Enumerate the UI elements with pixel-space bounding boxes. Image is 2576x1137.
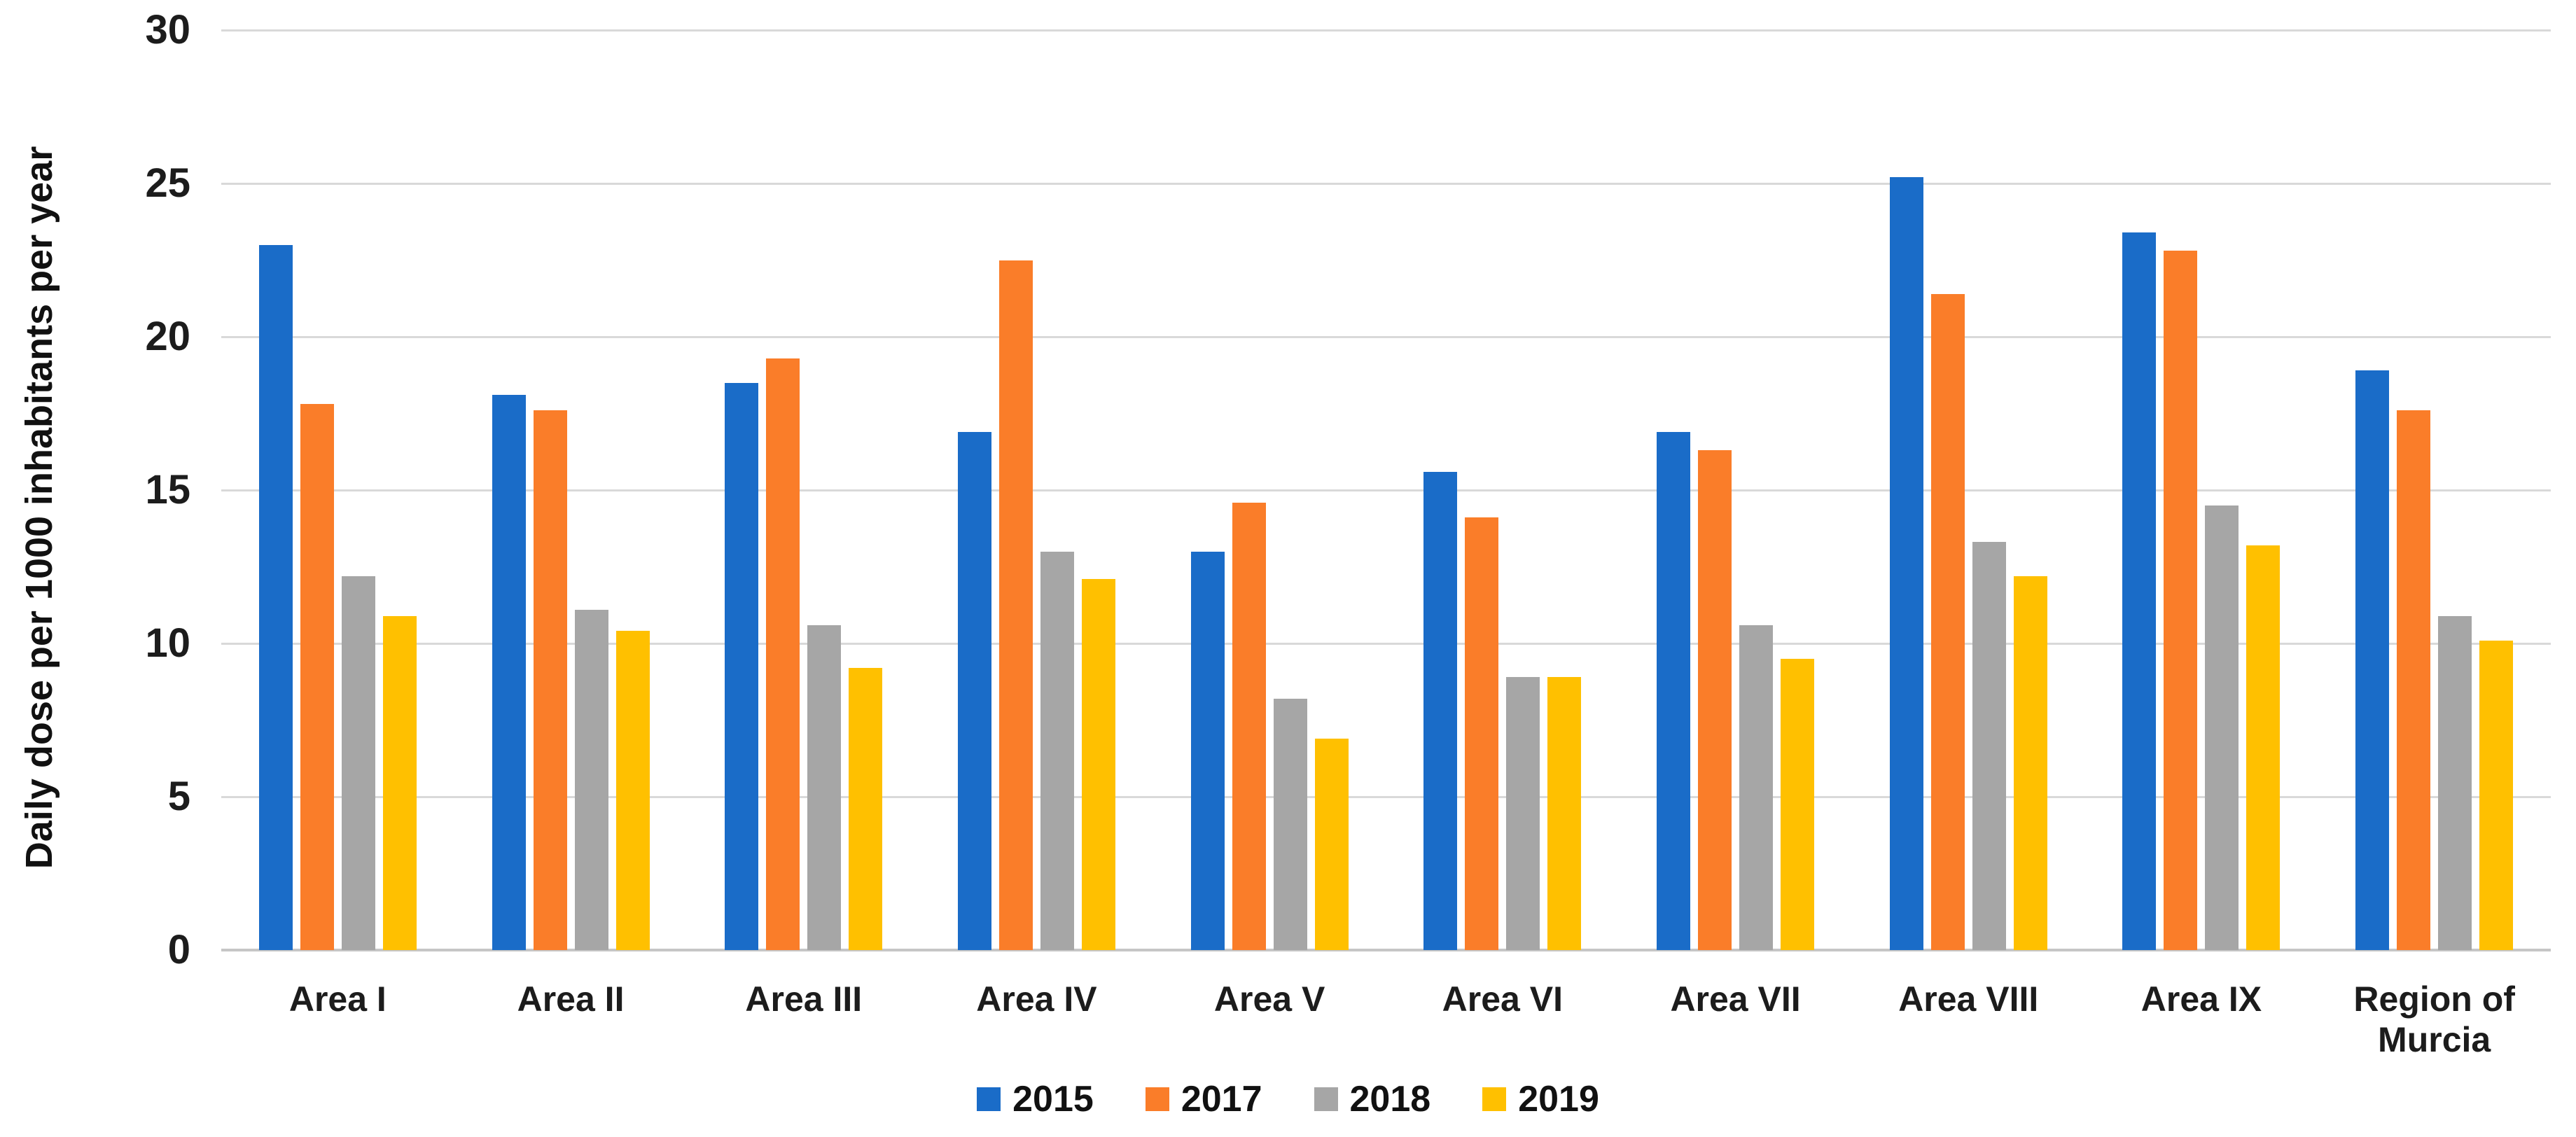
x-category-label: Area VIII: [1898, 979, 2039, 1019]
y-tick-label: 10: [145, 620, 190, 666]
y-tick-label: 15: [145, 467, 190, 512]
y-tick-label: 25: [145, 160, 190, 206]
bar-2019: [615, 631, 650, 950]
gridline: [221, 335, 2551, 338]
y-tick-label: 30: [145, 7, 190, 53]
legend-swatch-icon: [1145, 1087, 1169, 1111]
bar-2017: [533, 410, 567, 950]
bar-2017: [2397, 410, 2431, 950]
x-category-label: Area II: [517, 979, 625, 1019]
x-category-label: Area V: [1213, 979, 1325, 1019]
bar-group: [1190, 502, 1349, 950]
bar-2018: [1040, 551, 1074, 950]
y-tick-label: 20: [145, 314, 190, 359]
x-category-label: Area I: [288, 979, 387, 1019]
bar-group: [492, 395, 650, 950]
bar-group: [2355, 370, 2514, 950]
bar-2019: [1314, 738, 1349, 950]
bar-group: [258, 244, 417, 950]
bar-2017: [300, 404, 334, 950]
bar-2015: [1889, 177, 1923, 950]
bar-group: [2122, 232, 2281, 950]
x-category-label: Area III: [745, 979, 863, 1019]
legend-swatch-icon: [1482, 1087, 1507, 1111]
bar-2017: [1232, 502, 1266, 950]
bar-2017: [998, 260, 1033, 950]
bar-2018: [1972, 542, 2006, 950]
bar-group: [1423, 471, 1582, 950]
bar-2018: [1506, 677, 1540, 950]
bar-2018: [574, 609, 608, 950]
legend-label: 2017: [1181, 1079, 1262, 1119]
gridline: [221, 489, 2551, 491]
legend-swatch-icon: [977, 1087, 1001, 1111]
legend-label: 2018: [1349, 1079, 1431, 1119]
bar-2017: [1465, 517, 1499, 950]
bar-2015: [725, 382, 759, 950]
bar-2015: [1423, 471, 1458, 950]
bar-2019: [1081, 579, 1115, 950]
x-category-label: Area VI: [1442, 979, 1563, 1019]
bar-2019: [1547, 677, 1582, 950]
legend-label: 2019: [1518, 1079, 1599, 1119]
legend-swatch-icon: [1314, 1087, 1338, 1111]
bar-2015: [1190, 551, 1225, 950]
bar-2019: [2013, 576, 2047, 950]
legend-label: 2015: [1012, 1079, 1094, 1119]
gridline: [221, 29, 2551, 32]
bar-2019: [849, 668, 883, 950]
bar-2018: [2438, 615, 2472, 950]
x-category-label: Area IX: [2140, 979, 2262, 1019]
plot-area: [221, 29, 2551, 951]
legend-item-2017: 2017: [1145, 1078, 1262, 1120]
bar-2019: [2246, 545, 2281, 950]
bar-group: [1889, 177, 2047, 950]
bar-2019: [2479, 640, 2514, 950]
x-axis-line: [221, 949, 2551, 951]
bar-2015: [2355, 370, 2390, 950]
legend-item-2018: 2018: [1314, 1078, 1431, 1120]
bar-2015: [1657, 431, 1691, 950]
legend-item-2015: 2015: [977, 1078, 1094, 1120]
bar-group: [957, 260, 1115, 950]
bar-2015: [492, 395, 526, 950]
legend: 2015 2017 2018 2019: [0, 1070, 2576, 1129]
bar-2018: [341, 576, 375, 950]
bar-2017: [766, 358, 800, 950]
x-category-label: Area IV: [976, 979, 1097, 1019]
bar-2017: [2164, 251, 2198, 950]
bar-2015: [258, 244, 293, 950]
y-tick-label: 5: [167, 774, 190, 819]
bar-2015: [957, 431, 991, 950]
bar-group: [725, 358, 883, 950]
bar-group: [1657, 431, 1815, 950]
bar-2015: [2122, 232, 2157, 950]
y-tick-label: 0: [167, 927, 190, 972]
bar-2018: [1739, 625, 1774, 950]
bar-2017: [1698, 450, 1732, 950]
bar-2017: [1930, 293, 1965, 950]
bar-2019: [382, 615, 417, 950]
legend-item-2019: 2019: [1482, 1078, 1599, 1120]
bar-2018: [2205, 505, 2239, 950]
gridline: [221, 182, 2551, 185]
bar-2018: [807, 625, 842, 950]
bar-2019: [1781, 658, 1815, 950]
x-category-label: Region of Murcia: [2353, 979, 2515, 1059]
bar-2018: [1273, 698, 1307, 950]
gridline: [221, 642, 2551, 645]
gridline: [221, 795, 2551, 798]
y-axis-title: Daily dose per 1000 inhabitants per year: [18, 146, 60, 870]
x-category-label: Area VII: [1670, 979, 1801, 1019]
